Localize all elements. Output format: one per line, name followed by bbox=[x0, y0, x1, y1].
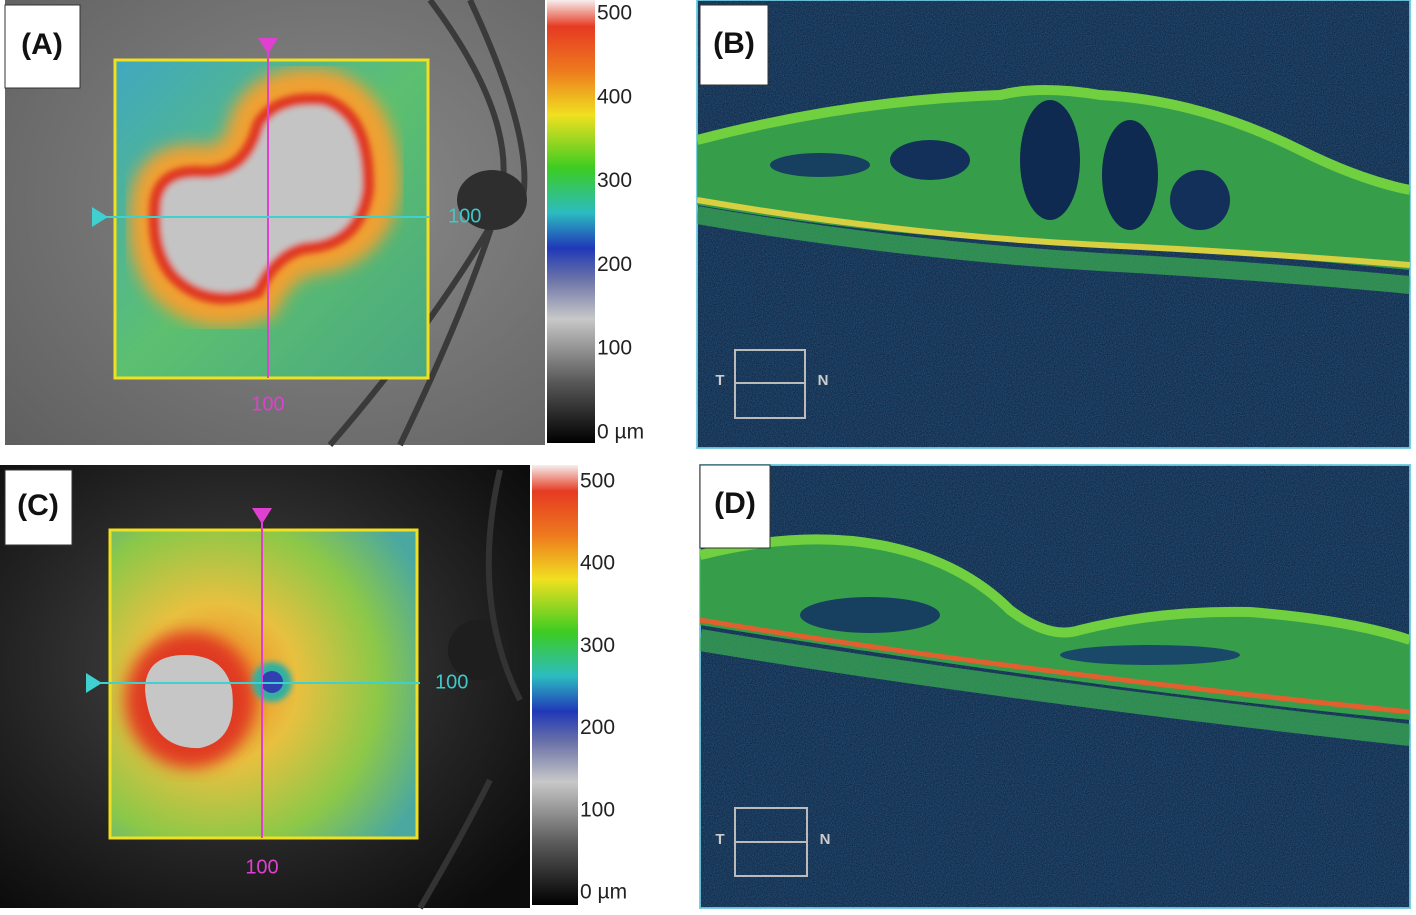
panel-a-shape bbox=[92, 207, 108, 227]
panel-c-shape bbox=[532, 465, 578, 905]
panel-c-shape bbox=[417, 469, 523, 910]
panel-c: 100 100 500 400 300 200 100 0 µm (C) bbox=[0, 465, 627, 910]
panel-d-shape-shape bbox=[800, 597, 940, 633]
panel-b-shape-shape bbox=[697, 206, 1410, 294]
panel-label: (D) bbox=[714, 487, 756, 520]
scan-label: 100 bbox=[245, 856, 278, 878]
panel-c-shape bbox=[4, 469, 73, 546]
panel-b: T N (B) bbox=[696, 0, 1411, 449]
direction-label: N bbox=[818, 372, 829, 389]
panel-label: (C) bbox=[17, 489, 59, 522]
panel-b-shape-shape bbox=[697, 197, 1410, 268]
panel-b-shape-shape bbox=[1020, 100, 1080, 220]
panel-label: (A) bbox=[21, 28, 63, 61]
panel-a-shape bbox=[547, 0, 595, 443]
panel-a-shape bbox=[258, 38, 278, 54]
panel-b-shape-shape bbox=[1102, 120, 1158, 230]
panel-b-shape-shape bbox=[697, 85, 1410, 195]
panel-b-shape-shape bbox=[1170, 170, 1230, 230]
panel-b-shape-shape bbox=[890, 140, 970, 180]
colorbar-label: 200 bbox=[597, 253, 632, 276]
panel-a-shape bbox=[457, 170, 527, 230]
panel-a-shape bbox=[4, 4, 81, 89]
panel-c-shape bbox=[86, 673, 102, 693]
colorbar-label: 400 bbox=[580, 552, 615, 575]
colorbar-label: 200 bbox=[580, 716, 615, 739]
panel-d-shape-shape bbox=[700, 539, 1410, 720]
colorbar-label: 0 µm bbox=[580, 881, 627, 904]
panel-label: (B) bbox=[713, 27, 755, 60]
scan-label: 100 bbox=[448, 205, 481, 227]
panel-b-shape bbox=[699, 4, 769, 86]
colorbar-labels: 500 400 300 200 100 0 µm bbox=[597, 2, 644, 444]
colorbar-label: 100 bbox=[580, 798, 615, 821]
panel-d-shape-shape bbox=[700, 617, 1410, 715]
panel-d-shape bbox=[699, 464, 771, 549]
panel-d: T N (D) bbox=[699, 464, 1411, 909]
colorbar-labels: 500 400 300 200 100 0 µm bbox=[580, 470, 627, 904]
thickness-map bbox=[115, 60, 428, 378]
panel-a-shape bbox=[113, 58, 430, 380]
panel-c-shape bbox=[252, 508, 272, 524]
panel-d-shape-shape bbox=[700, 629, 1410, 746]
colorbar-label: 400 bbox=[597, 85, 632, 108]
thickness-map-shape bbox=[145, 655, 233, 749]
direction-label: T bbox=[715, 831, 724, 848]
panel-d-shape-shape bbox=[700, 534, 1410, 645]
scan-label: 100 bbox=[435, 671, 468, 693]
panel-a: 100 100 500 400 300 200 100 0 µm (A) bbox=[4, 0, 644, 447]
panel-b-shape-shape bbox=[770, 153, 870, 177]
colorbar-label: 300 bbox=[580, 634, 615, 657]
scan-label: 100 bbox=[251, 393, 284, 415]
direction-label: T bbox=[715, 372, 724, 389]
colorbar-label: 0 µm bbox=[597, 421, 644, 444]
direction-label: N bbox=[820, 831, 831, 848]
panel-b-shape bbox=[697, 0, 1410, 448]
colorbar-label: 300 bbox=[597, 169, 632, 192]
colorbar-label: 500 bbox=[597, 2, 632, 25]
thickness-map-shape bbox=[148, 93, 375, 305]
panel-d-shape-shape bbox=[1060, 645, 1240, 665]
colorbar-label: 100 bbox=[597, 337, 632, 360]
panel-d-shape bbox=[700, 465, 1410, 908]
colorbar-label: 500 bbox=[580, 470, 615, 493]
panel-c-shape bbox=[448, 620, 508, 680]
